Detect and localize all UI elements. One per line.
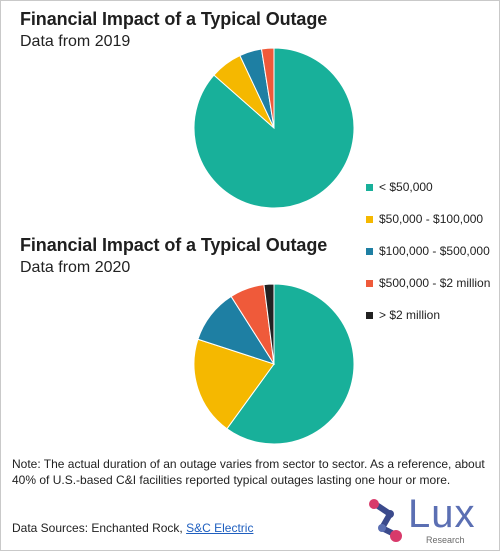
legend-item: $500,000 - $2 million [366, 276, 490, 290]
sources-link[interactable]: S&C Electric [186, 521, 254, 535]
legend-item: > $2 million [366, 308, 440, 322]
legend-swatch [366, 311, 373, 319]
chart-subtitle-2019: Data from 2019 [20, 33, 131, 50]
legend-swatch [366, 279, 373, 287]
legend-label: > $2 million [379, 308, 441, 322]
footnote: Note: The actual duration of an outage v… [12, 457, 485, 487]
pie-slice-5 [263, 283, 275, 365]
legend-label: $100,000 - $500,000 [379, 244, 490, 258]
logo-wordmark: Lux [408, 492, 476, 536]
legend-item: < $50,000 [366, 180, 433, 194]
chart-title-2019: Financial Impact of a Typical Outage [20, 9, 328, 29]
legend-swatch [366, 247, 373, 255]
legend-swatch [366, 215, 373, 223]
legend-label: $50,000 - $100,000 [379, 212, 484, 226]
data-sources: Data Sources: Enchanted Rock, S&C Electr… [12, 521, 253, 535]
pie-chart-2019 [193, 47, 355, 209]
pie-chart-2020 [193, 283, 355, 445]
legend-label: < $50,000 [379, 180, 433, 194]
chart-subtitle-2020: Data from 2020 [20, 259, 131, 276]
legend-swatch [366, 183, 373, 191]
chart-title-2020: Financial Impact of a Typical Outage [20, 235, 328, 255]
legend-item: $50,000 - $100,000 [366, 212, 483, 226]
logo-subtext: Research [426, 535, 465, 545]
sources-prefix: Data Sources: Enchanted Rock, [12, 521, 187, 535]
pie-slice-1 [226, 283, 355, 445]
lux-logo-icon [369, 499, 402, 542]
pie-slice-4 [260, 47, 275, 129]
legend-label: $500,000 - $2 million [379, 276, 491, 290]
pie-slice-2 [193, 338, 275, 430]
legend-item: $100,000 - $500,000 [366, 244, 490, 258]
